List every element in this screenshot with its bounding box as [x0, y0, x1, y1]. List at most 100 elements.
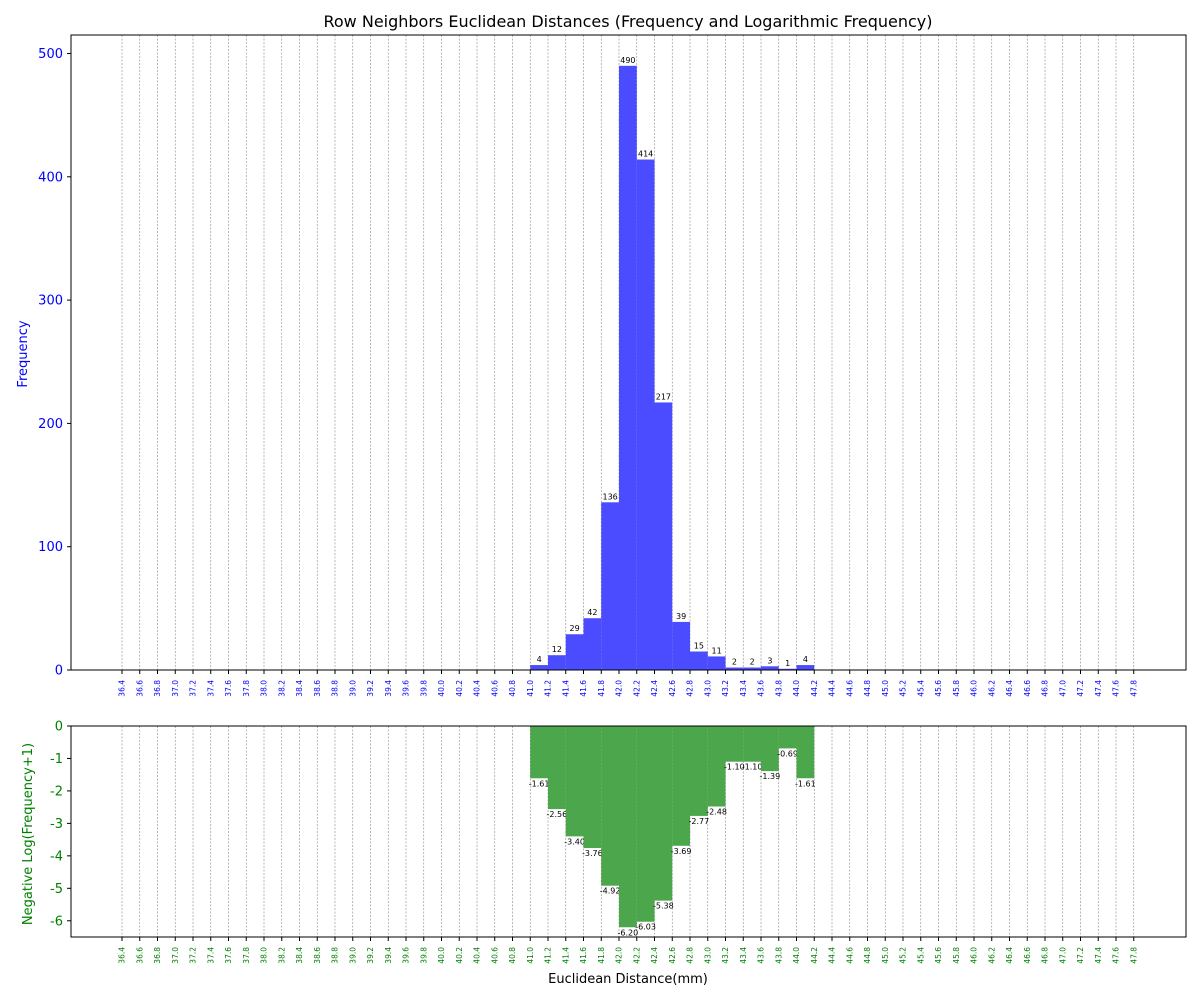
- log-bar: [743, 726, 761, 762]
- freq-xtick-label: 37.0: [171, 680, 180, 697]
- freq-xtick-label: 43.8: [774, 680, 783, 697]
- freq-ytick-label: 300: [38, 294, 63, 309]
- freq-xtick-label: 40.0: [437, 680, 446, 697]
- log-bar-label: -0.69: [777, 749, 798, 758]
- freq-bar-label: 1: [785, 659, 790, 668]
- freq-xtick-label: 38.2: [277, 680, 286, 697]
- log-bar: [761, 726, 779, 772]
- log-xtick-label: 43.2: [721, 947, 730, 964]
- log-xtick-label: 45.0: [881, 947, 890, 964]
- freq-xtick-label: 42.4: [650, 680, 659, 697]
- freq-xtick-label: 46.0: [970, 680, 979, 697]
- log-bar-label: -3.69: [671, 847, 692, 856]
- freq-xtick-label: 39.6: [402, 680, 411, 697]
- freq-bar-label: 2: [750, 658, 755, 667]
- log-xtick-label: 44.8: [863, 947, 872, 964]
- log-bar-label: -6.03: [635, 923, 656, 932]
- log-xtick-label: 46.4: [1005, 947, 1014, 964]
- freq-ytick-label: 500: [38, 47, 63, 62]
- freq-ytick-label: 0: [55, 664, 63, 679]
- log-xtick-label: 46.0: [970, 947, 979, 964]
- log-frequency-axis-label: Negative Log(Frequency+1): [21, 743, 36, 925]
- log-xtick-label: 41.2: [544, 947, 553, 964]
- freq-xtick-label: 45.6: [934, 680, 943, 697]
- log-xtick-label: 41.8: [597, 947, 606, 964]
- freq-xtick-label: 41.8: [597, 680, 606, 697]
- freq-bar-label: 29: [570, 624, 580, 633]
- log-xtick-label: 39.8: [419, 947, 428, 964]
- freq-bar: [796, 665, 815, 670]
- freq-ytick-label: 200: [38, 417, 63, 432]
- freq-xtick-label: 38.0: [260, 680, 269, 697]
- freq-xtick-label: 46.4: [1005, 680, 1014, 697]
- log-xtick-label: 46.2: [987, 947, 996, 964]
- freq-bar: [690, 651, 708, 670]
- log-xtick-label: 39.4: [384, 947, 393, 964]
- log-bar: [601, 726, 619, 886]
- freq-xtick-label: 39.4: [384, 680, 393, 697]
- freq-xtick-label: 39.2: [366, 680, 375, 697]
- freq-xtick-label: 43.0: [703, 680, 712, 697]
- freq-bar-label: 4: [537, 655, 542, 664]
- log-xtick-label: 38.6: [313, 947, 322, 964]
- freq-ytick-label: 400: [38, 170, 63, 185]
- log-bar-label: -6.20: [618, 928, 639, 937]
- freq-xtick-label: 36.4: [118, 680, 127, 697]
- log-bar-label: -4.92: [600, 887, 621, 896]
- log-xtick-label: 36.6: [135, 947, 144, 964]
- log-bar-label: -1.61: [795, 779, 816, 788]
- freq-xtick-label: 36.6: [135, 680, 144, 697]
- log-bar-label: -2.77: [689, 817, 710, 826]
- log-bar: [778, 726, 797, 749]
- log-xtick-label: 43.8: [774, 947, 783, 964]
- freq-xtick-label: 45.4: [916, 680, 925, 697]
- freq-xtick-label: 42.8: [686, 680, 695, 697]
- log-ytick-label: -5: [50, 882, 63, 897]
- log-ytick-label: -6: [50, 914, 63, 929]
- log-xtick-label: 36.4: [118, 947, 127, 964]
- freq-bar-label: 3: [767, 656, 772, 665]
- log-bar: [707, 726, 726, 807]
- freq-xtick-label: 47.2: [1076, 680, 1085, 697]
- log-bar: [530, 726, 548, 779]
- log-bar: [654, 726, 673, 901]
- log-xtick-label: 47.4: [1094, 947, 1103, 964]
- freq-xtick-label: 41.6: [579, 680, 588, 697]
- freq-xtick-label: 39.0: [348, 680, 357, 697]
- freq-bar-label: 2: [732, 658, 737, 667]
- log-ytick-label: -4: [50, 849, 63, 864]
- frequency-panel: 4 12 29 42 136 490 414 217 39 15 11 2 2 3 1 4 0 100 200 300…: [38, 34, 1187, 697]
- freq-xtick-label: 43.2: [721, 680, 730, 697]
- freq-xtick-label: 37.8: [242, 680, 251, 697]
- freq-bar: [761, 666, 779, 670]
- log-xtick-label: 45.2: [899, 947, 908, 964]
- log-xtick-label: 47.8: [1129, 947, 1138, 964]
- freq-bar: [743, 667, 761, 670]
- freq-bar-label: 414: [638, 150, 653, 159]
- freq-xtick-label: 42.6: [668, 680, 677, 697]
- freq-xtick-label: 44.8: [863, 680, 872, 697]
- freq-bar-label: 490: [620, 56, 635, 65]
- log-xtick-label: 45.4: [916, 947, 925, 964]
- log-xtick-label: 46.8: [1041, 947, 1050, 964]
- log-bar-label: -5.38: [653, 902, 674, 911]
- freq-bar: [672, 621, 690, 670]
- freq-xtick-label: 45.8: [952, 680, 961, 697]
- log-xtick-label: 37.0: [171, 947, 180, 964]
- freq-xtick-label: 43.6: [757, 680, 766, 697]
- log-xtick-label: 45.8: [952, 947, 961, 964]
- freq-bar: [636, 159, 655, 670]
- log-xtick-label: 45.6: [934, 947, 943, 964]
- freq-bar-label: 39: [676, 612, 686, 621]
- log-xtick-label: 36.8: [153, 947, 162, 964]
- freq-xtick-label: 39.8: [419, 680, 428, 697]
- log-xtick-label: 43.0: [703, 947, 712, 964]
- freq-bar: [707, 656, 726, 670]
- log-bar: [636, 726, 655, 922]
- log-xtick-label: 41.6: [579, 947, 588, 964]
- freq-bar: [654, 402, 673, 670]
- freq-bar: [601, 502, 619, 670]
- freq-xtick-label: 37.6: [224, 680, 233, 697]
- log-xtick-label: 44.0: [792, 947, 801, 964]
- freq-xtick-label: 43.4: [739, 680, 748, 697]
